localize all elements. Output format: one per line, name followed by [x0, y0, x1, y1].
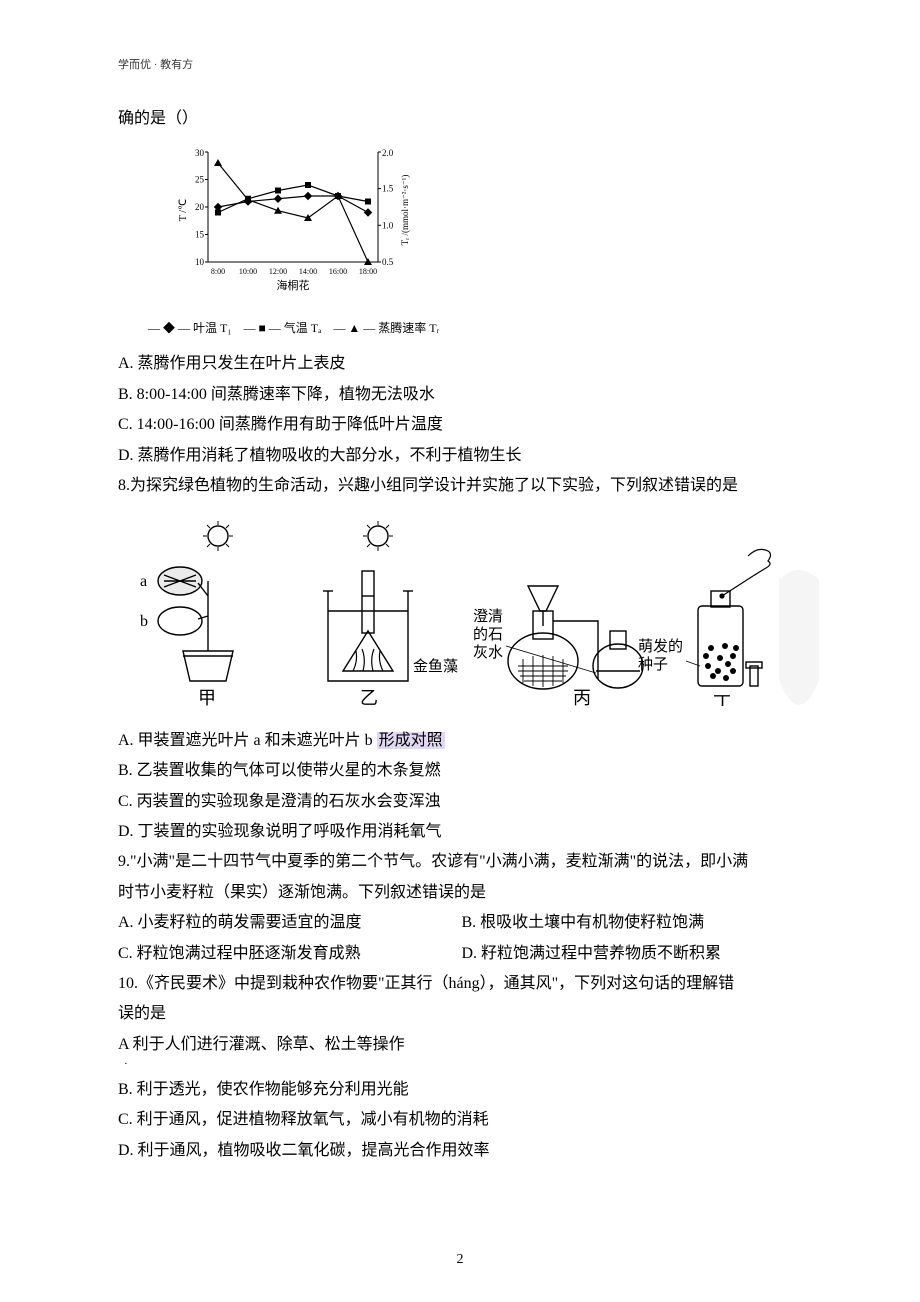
q7-option-b: B. 8:00-14:00 间蒸腾速率下降，植物无法吸水 — [118, 380, 805, 410]
svg-text:甲: 甲 — [198, 688, 216, 706]
svg-text:2.0: 2.0 — [382, 148, 394, 158]
q10-stem-1: 10.《齐民要术》中提到栽种农作物要"正其行（háng），通其风"，下列对这句话… — [118, 969, 805, 999]
svg-text:25: 25 — [195, 175, 205, 185]
q8-option-b: B. 乙装置收集的气体可以使带火星的木条复燃 — [118, 756, 805, 786]
q8-figure: a b 甲 — [118, 511, 805, 717]
svg-text:灰水: 灰水 — [473, 644, 503, 661]
q9-stem-1: 9."小满"是二十四节气中夏季的第二个节气。农谚有"小满小满，麦粒渐满"的说法，… — [118, 847, 805, 877]
svg-text:1.0: 1.0 — [382, 221, 394, 231]
svg-text:1.5: 1.5 — [382, 184, 394, 194]
q8-stem: 8.为探究绿色植物的生命活动，兴趣小组同学设计并实施了以下实验，下列叙述错误的是 — [118, 471, 805, 501]
q7-option-c: C. 14:00-16:00 间蒸腾作用有助于降低叶片温度 — [118, 410, 805, 440]
q9-option-a: A. 小麦籽粒的萌发需要适宜的温度 — [118, 908, 462, 938]
svg-text:10: 10 — [195, 257, 205, 267]
q10-stem-2: 误的是 — [118, 999, 805, 1029]
q7-option-d: D. 蒸腾作用消耗了植物吸收的大部分水，不利于植物生长 — [118, 441, 805, 471]
svg-text:15: 15 — [195, 230, 205, 240]
legend-s3: 蒸腾速率 Tᵣ — [378, 321, 439, 335]
svg-text:T /℃: T /℃ — [178, 199, 189, 221]
svg-text:海桐花: 海桐花 — [277, 278, 310, 292]
q10-option-c: C. 利于通风，促进植物释放氧气，减小有机物的消耗 — [118, 1105, 805, 1135]
svg-text:14:00: 14:00 — [299, 267, 317, 276]
svg-text:0.5: 0.5 — [382, 257, 394, 267]
q8-a-text: A. 甲装置遮光叶片 a 和未遮光叶片 b — [118, 732, 377, 749]
q9-option-c: C. 籽粒饱满过程中胚逐渐发育成熟 — [118, 939, 462, 969]
legend-square-icon: ■ — [259, 321, 266, 335]
svg-text:a: a — [140, 573, 147, 590]
q10-option-d: D. 利于通风，植物吸收二氧化碳，提高光合作用效率 — [118, 1136, 805, 1166]
svg-text:8:00: 8:00 — [211, 267, 225, 276]
legend-s1: 叶温 T₁ — [193, 321, 232, 335]
svg-text:Tᵣ /(mmol·m⁻²·s⁻¹): Tᵣ /(mmol·m⁻²·s⁻¹) — [400, 175, 410, 246]
q10-option-b: B. 利于透光，使农作物能够充分利用光能 — [118, 1075, 805, 1105]
chart-legend: — ◆ — 叶温 T₁ — ■ — 气温 Tₐ — ▲ — 蒸腾速率 Tᵣ — [148, 317, 805, 340]
q9-option-d: D. 籽粒饱满过程中营养物质不断积累 — [462, 939, 806, 969]
q9-stem-2: 时节小麦籽粒（果实）逐渐饱满。下列叙述错误的是 — [118, 878, 805, 908]
legend-s2: 气温 Tₐ — [284, 321, 322, 335]
svg-text:18:00: 18:00 — [359, 267, 377, 276]
svg-text:16:00: 16:00 — [329, 267, 347, 276]
svg-text:种子: 种子 — [638, 656, 668, 673]
svg-text:b: b — [140, 613, 148, 630]
svg-text:的石: 的石 — [473, 626, 503, 643]
svg-text:丙: 丙 — [573, 688, 591, 706]
svg-text:10:00: 10:00 — [239, 267, 257, 276]
svg-text:20: 20 — [195, 202, 205, 212]
svg-text:12:00: 12:00 — [269, 267, 287, 276]
q8-option-a: A. 甲装置遮光叶片 a 和未遮光叶片 b 形成对照 — [118, 726, 805, 756]
page-number: 2 — [0, 1247, 920, 1274]
svg-text:丁: 丁 — [713, 693, 731, 706]
q9-option-b: B. 根吸收土壤中有机物使籽粒饱满 — [462, 908, 806, 938]
q8-a-highlight: 形成对照 — [377, 732, 445, 749]
q7-option-a: A. 蒸腾作用只发生在叶片上表皮 — [118, 349, 805, 379]
page-header: 学而优 · 教有方 — [118, 55, 805, 76]
svg-text:乙: 乙 — [360, 688, 378, 706]
svg-text:金鱼藻: 金鱼藻 — [413, 657, 458, 675]
svg-text:萌发的: 萌发的 — [638, 638, 683, 655]
svg-text:30: 30 — [195, 148, 205, 158]
svg-text:澄清: 澄清 — [473, 608, 503, 625]
legend-diamond-icon: ◆ — [163, 321, 175, 335]
q8-option-d: D. 丁装置的实验现象说明了呼吸作用消耗氧气 — [118, 817, 805, 847]
q7-chart: 10 15 20 25 30 0.5 1.0 1.5 2.0 — [178, 142, 805, 308]
legend-triangle-icon: ▲ — [348, 321, 360, 335]
q7-continuation: 确的是（） — [118, 104, 805, 134]
q8-option-c: C. 丙装置的实验现象是澄清的石灰水会变浑浊 — [118, 787, 805, 817]
